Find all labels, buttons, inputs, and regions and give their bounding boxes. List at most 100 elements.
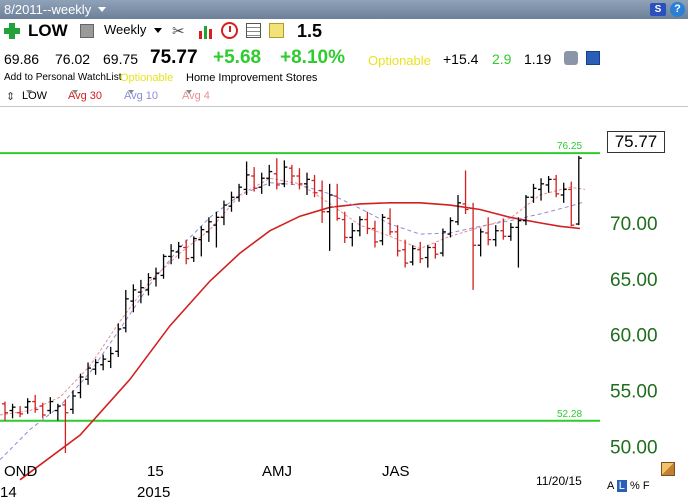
bar-chart-icon[interactable] [198,23,214,39]
ohlc-bar [47,397,54,414]
ohlc-bar [417,241,424,264]
pencil-icon[interactable] [661,462,675,476]
date-tick-label: OND [4,463,38,480]
price-chart[interactable]: 76.25 52.28 50.00 55.00 60.00 65.00 70.00 OND… [0,106,688,503]
ohlc-bar [69,390,76,414]
scale-pct[interactable]: % [629,480,640,492]
period-selector[interactable]: Weekly [104,22,163,37]
scale-f[interactable]: F [642,480,650,492]
ohlc-bar [409,245,416,266]
ohlc-bar [455,195,461,226]
ohlc-bar [183,239,190,265]
ohlc-bar [402,239,409,268]
last-price-marker: 75.77 [607,131,665,153]
ohlc-bar [470,202,477,290]
sr-button[interactable]: S [650,3,666,16]
price-change: +5.68 [213,47,262,68]
period-label: Weekly [104,22,147,37]
ohlc-bar [477,228,484,257]
ohlc-bar [492,225,499,247]
ohlc-bar [356,216,363,237]
high-price: 76.02 [55,51,91,67]
ohlc-bar [500,218,507,240]
ohlc-bar [394,225,401,257]
price-axis: 50.00 55.00 60.00 65.00 70.00 [610,214,658,458]
ohlc-bar [304,172,310,195]
tools-icon[interactable]: ✂ [172,23,185,40]
avg10-line [0,182,586,461]
ohlc-bar [568,181,575,227]
year-tick-label: 14 [0,484,17,501]
horizontal-lines: 76.25 52.28 [0,141,600,422]
ohlc-bar [175,241,182,259]
ohlc-bar [198,226,205,257]
ohlc-bar [387,208,394,236]
ohlc-bars [2,155,582,453]
last-price: 75.77 [150,47,198,68]
ohlc-bar [326,183,333,251]
scale-l[interactable]: L [616,480,627,492]
ohlc-bar [92,359,99,375]
ohlc-bar [553,174,560,198]
date-range-selector[interactable]: 8/2011--weekly [4,2,92,17]
ohlc-bar [160,254,167,279]
ohlc-bar [2,401,8,421]
help-icon[interactable]: ? [670,2,685,17]
scale-selector[interactable]: A L % F [607,480,650,492]
ohlc-bar [205,217,212,242]
ohlc-bar [319,180,326,223]
low-price: 69.75 [103,51,139,67]
date-axis: OND 15 AMJ JAS 14 2015 [0,463,410,501]
ohlc-bar [349,222,356,247]
save-icon[interactable] [586,51,600,65]
ohlc-bar [334,183,341,221]
price-tick-label: 55.00 [610,381,658,402]
ohlc-bar [77,373,84,399]
grid-icon[interactable] [246,23,261,38]
ohlc-bar [258,172,265,194]
ohlc-bar [251,167,258,192]
add-watchlist-link[interactable]: Add to Personal WatchList [4,72,122,83]
ohlc-bar [545,176,552,193]
ohlc-bar [54,403,61,421]
ohlc-bar [130,284,137,313]
ohlc-bar [190,236,197,262]
chevron-down-icon [154,28,163,34]
ohlc-bar [371,220,378,248]
end-date: 11/20/15 [536,474,582,488]
ohlc-bar [220,200,227,226]
ohlc-bar [538,178,545,201]
stat-1: +15.4 [443,51,479,67]
ohlc-bar [560,182,567,203]
ohlc-bar [311,174,318,198]
toolbar: LOW Weekly ✂ 1.5 [0,20,688,44]
ohlc-bar [575,155,582,226]
ohlc-bar [32,394,39,413]
chevron-down-icon [186,90,192,94]
database-icon[interactable] [564,51,578,65]
alarm-clock-icon[interactable] [221,22,238,39]
ohlc-bar [24,398,31,414]
range-dropdown-icon[interactable] [98,7,106,12]
industry-label[interactable]: Home Improvement Stores [186,72,318,84]
scale-a[interactable]: A [607,480,614,492]
hline-label-0: 76.25 [557,141,582,152]
quote-row: 69.86 76.02 69.75 75.77 +5.68 +8.10% Opt… [0,46,688,72]
ohlc-bar [364,211,371,235]
ohlc-bar [507,222,514,241]
ohlc-bar [228,191,235,212]
stat-2: 2.9 [492,51,512,67]
ohlc-bar [243,161,250,195]
ohlc-bar [9,403,16,419]
plus-icon[interactable] [4,23,20,39]
cube-icon[interactable] [80,24,94,38]
chevron-down-icon [72,90,78,94]
ohlc-bar [288,164,295,185]
ohlc-bar [122,289,129,333]
symbol-label[interactable]: LOW [28,21,68,40]
date-tick-label: 15 [147,463,164,480]
ohlc-bar [137,279,144,304]
note-icon[interactable] [269,23,284,38]
updown-arrow-icon[interactable]: ⇕ [6,91,16,103]
ohlc-bar [85,362,92,385]
